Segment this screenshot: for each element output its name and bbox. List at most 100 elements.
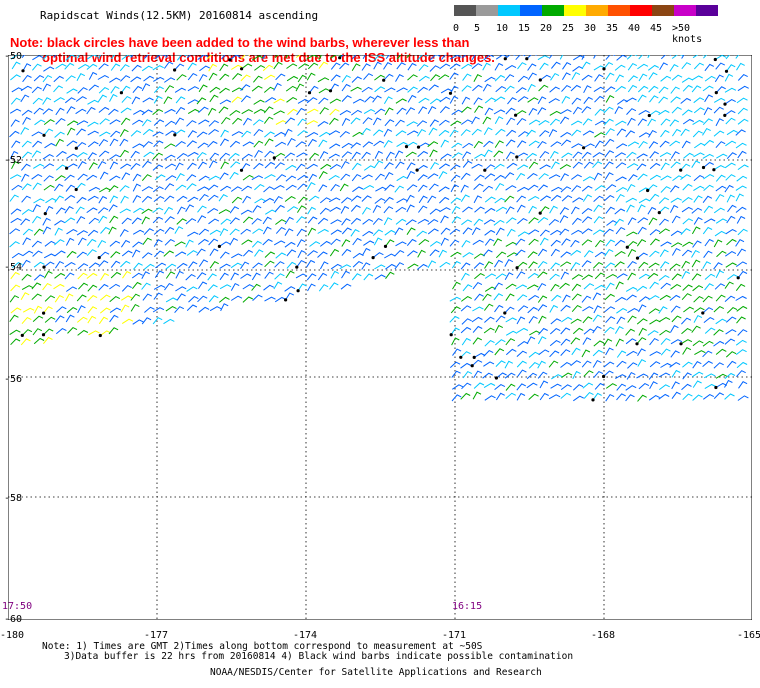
wind-barb bbox=[736, 97, 748, 104]
wind-barb bbox=[659, 384, 670, 390]
wind-barb bbox=[9, 150, 19, 159]
wind-barb bbox=[64, 293, 74, 302]
wind-barb bbox=[438, 171, 448, 179]
wind-barb bbox=[131, 96, 141, 105]
wind-barb bbox=[154, 250, 165, 258]
wind-barb bbox=[572, 384, 584, 391]
wind-barb bbox=[240, 95, 251, 103]
wind-barb bbox=[693, 195, 703, 203]
wind-barb bbox=[528, 351, 540, 358]
wind-barb bbox=[549, 273, 560, 281]
wind-barb bbox=[76, 294, 87, 302]
wind-barb bbox=[197, 186, 209, 192]
wind-barb bbox=[406, 162, 416, 170]
wind-barb bbox=[417, 128, 427, 137]
wind-barb bbox=[11, 161, 20, 170]
wind-barb bbox=[64, 174, 75, 181]
wind-barb bbox=[153, 196, 165, 202]
wind-barb bbox=[9, 108, 22, 114]
wind-barb bbox=[405, 107, 416, 115]
wind-barb bbox=[592, 349, 604, 357]
wind-barb bbox=[318, 55, 327, 60]
legend-swatch bbox=[454, 5, 476, 16]
wind-barb bbox=[483, 127, 493, 135]
wind-barb bbox=[383, 73, 394, 81]
wind-barb bbox=[658, 393, 670, 400]
wind-barb bbox=[384, 253, 396, 259]
wind-barb bbox=[307, 138, 317, 147]
wind-barb bbox=[616, 128, 627, 136]
wind-barb bbox=[626, 350, 638, 357]
wind-barb bbox=[163, 96, 173, 104]
wind-barb bbox=[462, 142, 474, 149]
wind-barb bbox=[21, 329, 33, 336]
wind-barb bbox=[165, 263, 177, 270]
wind-barb bbox=[86, 55, 99, 60]
wind-barb bbox=[374, 108, 386, 115]
wind-barb bbox=[98, 106, 110, 113]
wind-barb bbox=[197, 142, 209, 149]
wind-barb bbox=[287, 137, 296, 146]
wind-barb bbox=[606, 220, 618, 226]
legend-label: 25 bbox=[562, 23, 575, 34]
wind-barb bbox=[10, 119, 20, 127]
legend-label: 5 bbox=[474, 23, 481, 34]
wind-barb bbox=[649, 174, 662, 181]
wind-barb bbox=[603, 106, 614, 114]
wind-barb bbox=[704, 283, 714, 291]
wind-barb bbox=[121, 295, 133, 301]
wind-barb bbox=[550, 383, 562, 389]
wind-barb bbox=[438, 74, 450, 80]
wind-barb bbox=[372, 129, 384, 136]
wind-barb bbox=[560, 338, 571, 346]
wind-barb bbox=[592, 292, 602, 301]
wind-barb bbox=[495, 392, 505, 401]
lon-label-171: -171 bbox=[442, 630, 467, 641]
wind-barb bbox=[362, 141, 374, 148]
wind-barb bbox=[309, 241, 321, 247]
wind-barb bbox=[626, 231, 638, 237]
wind-barb bbox=[88, 217, 100, 225]
wind-barb bbox=[493, 282, 503, 290]
wind-barb bbox=[427, 106, 437, 114]
wind-barb bbox=[405, 151, 417, 158]
wind-barb bbox=[659, 294, 671, 301]
wind-barb bbox=[702, 118, 713, 126]
wind-barb bbox=[725, 316, 737, 323]
wind-barb bbox=[20, 338, 31, 346]
wind-barb bbox=[539, 380, 549, 389]
wind-barb bbox=[153, 86, 164, 94]
wind-barb bbox=[120, 107, 132, 114]
wind-barb bbox=[143, 151, 155, 158]
wind-barb bbox=[308, 195, 320, 202]
wind-barb bbox=[615, 187, 628, 193]
wind-barb bbox=[121, 284, 132, 292]
wind-barb bbox=[551, 374, 563, 380]
wind-barb bbox=[692, 130, 703, 138]
wind-barb bbox=[693, 175, 705, 182]
wind-barb bbox=[341, 95, 352, 102]
lat-label-52: -52 bbox=[4, 155, 23, 166]
wind-barb bbox=[605, 206, 616, 214]
wind-barb bbox=[43, 261, 55, 268]
wind-barb bbox=[713, 362, 724, 369]
lon-label-180: -180 bbox=[0, 630, 25, 641]
wind-barb bbox=[120, 117, 131, 125]
wind-barb bbox=[482, 372, 494, 379]
wind-barb bbox=[384, 87, 396, 93]
wind-barb bbox=[340, 283, 352, 290]
wind-barb bbox=[636, 153, 648, 159]
wind-barb bbox=[560, 132, 572, 138]
wind-barb bbox=[716, 153, 728, 159]
wind-barb bbox=[561, 195, 573, 202]
wind-barb bbox=[550, 248, 560, 257]
wind-barb bbox=[504, 259, 514, 267]
wind-barb bbox=[306, 120, 318, 126]
wind-barb bbox=[209, 261, 219, 269]
wind-barb bbox=[174, 306, 185, 314]
wind-barb bbox=[604, 262, 616, 269]
wind-barb bbox=[473, 370, 483, 379]
wind-barb bbox=[54, 250, 66, 257]
wind-barb bbox=[496, 372, 507, 379]
wind-barb bbox=[573, 395, 585, 402]
